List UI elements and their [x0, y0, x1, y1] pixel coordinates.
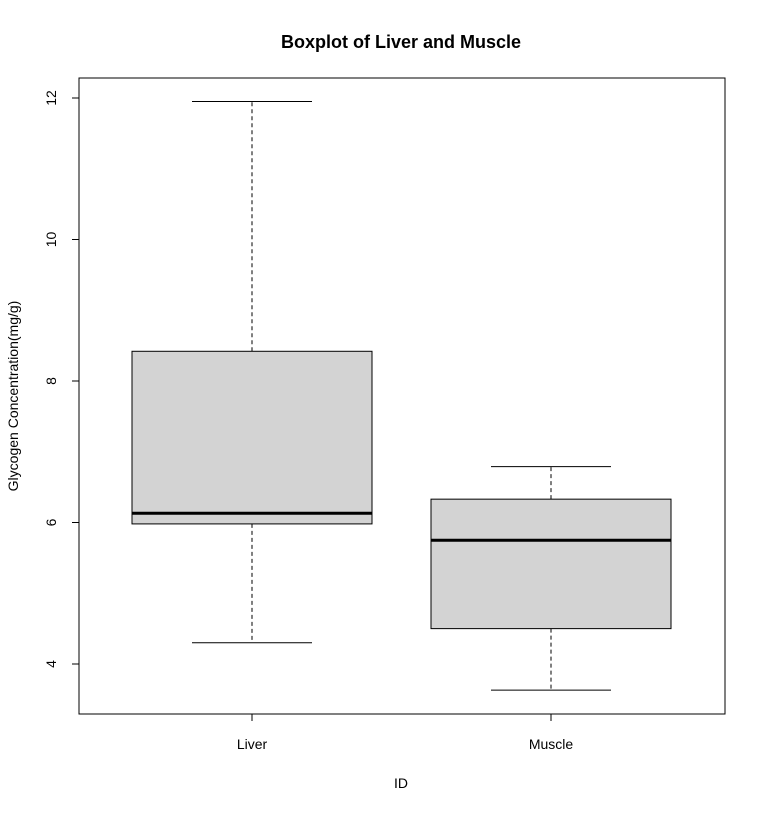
x-tick-label-liver: Liver	[237, 736, 268, 752]
x-axis-label: ID	[394, 775, 408, 791]
y-tick-label: 10	[43, 232, 59, 248]
box-iqr	[131, 350, 373, 525]
chart-title: Boxplot of Liver and Muscle	[281, 32, 521, 52]
box-group-liver	[131, 101, 373, 644]
y-tick-label: 12	[43, 90, 59, 106]
y-tick-label: 4	[43, 660, 59, 668]
box-iqr	[430, 498, 672, 630]
x-tick-label-muscle: Muscle	[529, 736, 574, 752]
y-tick-label: 8	[43, 377, 59, 385]
y-axis-label: Glycogen Concentration(mg/g)	[5, 301, 21, 492]
y-axis: 4 6 8 10 12	[43, 90, 80, 668]
boxes-layer	[131, 101, 672, 691]
x-axis: Liver Muscle	[237, 713, 574, 752]
box-group-muscle	[430, 466, 672, 691]
y-tick-label: 6	[43, 518, 59, 526]
